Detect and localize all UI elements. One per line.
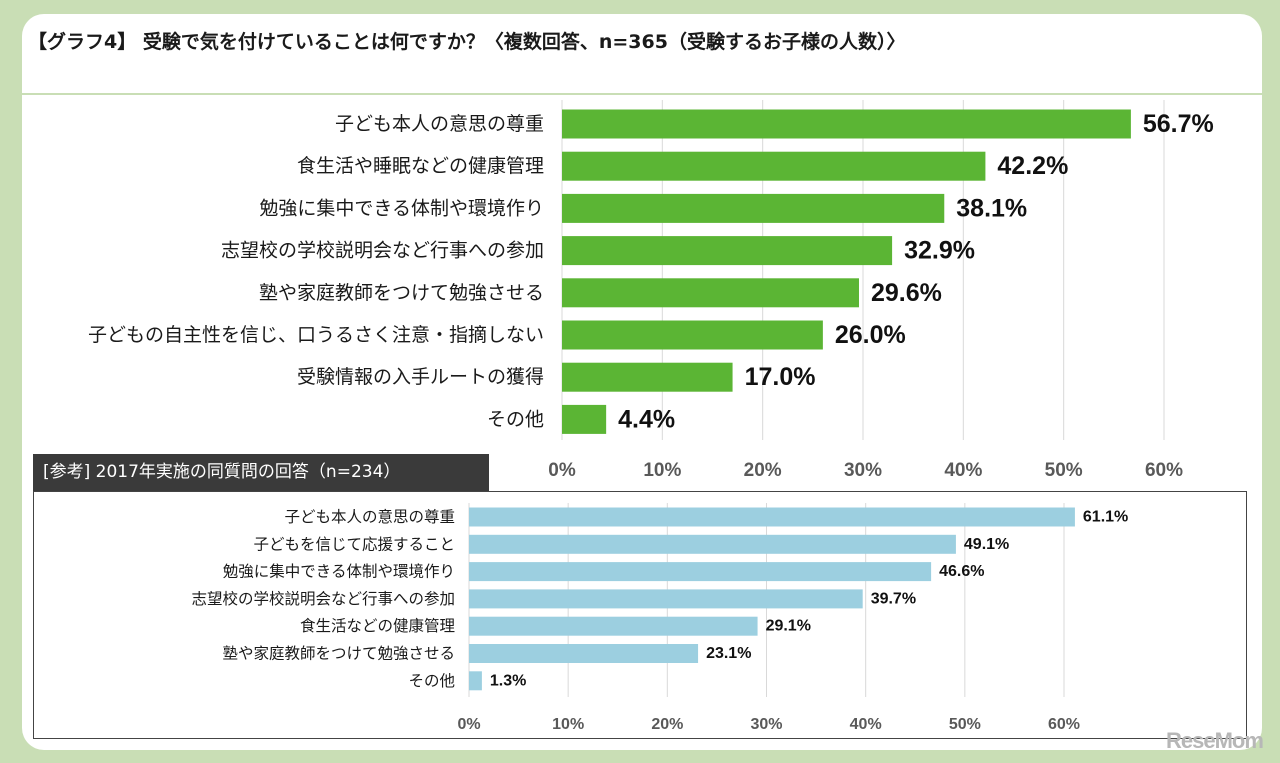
data-label: 23.1% (706, 645, 751, 662)
x-tick-label: 40% (944, 460, 982, 481)
data-label: 38.1% (956, 194, 1027, 222)
x-tick-label: 0% (548, 460, 576, 481)
data-label: 1.3% (490, 672, 526, 689)
category-label: 志望校の学校説明会など行事への参加 (221, 240, 544, 262)
category-label: 塾や家庭教師をつけて勉強させる (259, 282, 544, 304)
x-tick-label: 60% (1145, 460, 1183, 481)
category-label: 受験情報の入手ルートの獲得 (297, 366, 544, 388)
category-label: 子ども本人の意思の尊重 (335, 113, 544, 135)
x-tick-label: 30% (844, 460, 882, 481)
bar (562, 151, 986, 181)
category-label: 志望校の学校説明会など行事への参加 (191, 590, 455, 608)
data-label: 29.1% (766, 618, 811, 635)
category-label: その他 (408, 672, 455, 690)
bar (562, 404, 607, 434)
bar (469, 644, 699, 663)
data-label: 29.6% (871, 279, 942, 307)
x-tick-label: 40% (850, 716, 882, 733)
bar (469, 616, 758, 636)
category-label: その他 (487, 408, 544, 430)
bar (562, 193, 945, 223)
category-label: 子どもを信じて応援すること (253, 535, 455, 553)
category-label: 子どもの自主性を信じ、口うるさく注意・指摘しない (88, 324, 544, 346)
data-label: 56.7% (1143, 110, 1214, 138)
data-label: 42.2% (997, 152, 1068, 180)
x-tick-label: 20% (651, 716, 683, 733)
data-label: 17.0% (745, 363, 816, 391)
bar (469, 589, 863, 609)
x-tick-label: 10% (643, 460, 681, 481)
data-label: 61.1% (1083, 509, 1128, 526)
chart-title: 【グラフ4】 受験で気を付けていることは何ですか？〈複数回答、n=365（受験す… (28, 31, 906, 53)
category-label: 食生活や睡眠などの健康管理 (297, 155, 544, 177)
bar (469, 507, 1075, 527)
data-label: 39.7% (871, 590, 916, 607)
bar (469, 562, 932, 582)
x-tick-label: 60% (1048, 716, 1080, 733)
title-divider (14, 93, 1264, 95)
bar (562, 362, 733, 392)
x-tick-label: 10% (552, 716, 584, 733)
category-label: 子ども本人の意思の尊重 (284, 507, 455, 526)
reference-chart-frame (33, 491, 1247, 739)
x-tick-label: 0% (457, 716, 480, 733)
reference-chart-title: [参考] 2017年実施の同質問の回答（n=234） (33, 454, 489, 491)
bar (562, 109, 1131, 139)
x-tick-label: 50% (1045, 460, 1083, 481)
bar (562, 320, 823, 350)
data-label: 49.1% (964, 536, 1009, 553)
bar (469, 671, 482, 691)
data-label: 32.9% (904, 237, 975, 265)
data-label: 26.0% (835, 321, 906, 349)
x-tick-label: 50% (949, 716, 981, 733)
x-tick-label: 20% (744, 460, 782, 481)
data-label: 4.4% (618, 405, 675, 433)
category-label: 勉強に集中できる体制や環境作り (223, 562, 455, 581)
x-tick-label: 30% (750, 716, 782, 733)
data-label: 46.6% (939, 563, 984, 580)
category-label: 勉強に集中できる体制や環境作り (259, 197, 544, 219)
bar (469, 534, 956, 554)
bar (562, 278, 859, 308)
category-label: 食生活などの健康管理 (300, 617, 455, 635)
bar (562, 236, 893, 266)
resemom-logo: ReseMom (1166, 728, 1264, 753)
category-label: 塾や家庭教師をつけて勉強させる (222, 645, 455, 663)
